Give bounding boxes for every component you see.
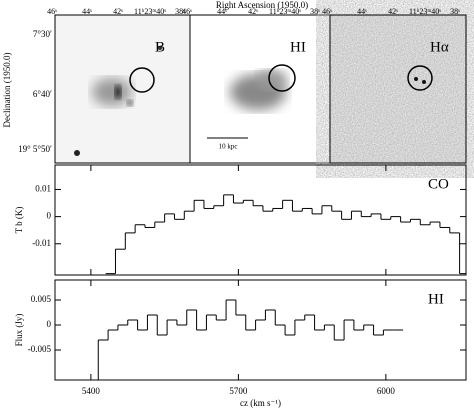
x-axis-label: cz (km s⁻¹) <box>240 398 281 408</box>
y-axis-label: T b (K) <box>14 207 24 234</box>
ra-tick-label: 44ˢ <box>357 7 367 16</box>
y-tick-label: 0.005 <box>31 294 52 304</box>
panel-label: B <box>155 39 165 55</box>
ra-tick-label: 38ˢ <box>450 7 460 16</box>
plot-frame <box>54 279 467 381</box>
figure-title: Right Ascension (1950.0) <box>216 0 308 10</box>
spectrum <box>105 194 466 275</box>
ra-tick-label: 42ˢ <box>248 7 258 16</box>
panel-label: CO <box>428 176 449 192</box>
panel-label: HI <box>290 39 306 55</box>
scale-bar-label: 10 kpc <box>219 143 238 151</box>
ra-tick-label: 11ʰ23ᵐ40ˢ <box>134 7 166 16</box>
y-tick-label: -0.005 <box>28 344 52 354</box>
ra-tick-label: 46ˢ <box>47 7 57 16</box>
x-tick-label: 5700 <box>229 386 248 396</box>
y-tick-label: -0.01 <box>32 238 51 248</box>
ra-tick-label: 11ʰ23ᵐ40ˢ <box>269 7 301 16</box>
dec-tick-label: 19° 5°50′ <box>18 144 52 154</box>
image-hi <box>189 14 331 164</box>
y-tick-label: 0.01 <box>35 184 51 194</box>
ra-tick-label: 44ˢ <box>217 7 227 16</box>
dec-tick-label: 7°30′ <box>33 29 52 39</box>
image-halpha <box>329 14 467 164</box>
ra-tick-label: 38ˢ <box>175 7 185 16</box>
dec-label: Declination (1950.0) <box>2 53 12 128</box>
ra-tick-label: 44ˢ <box>82 7 92 16</box>
spectrum <box>88 299 404 380</box>
ra-tick-label: 42ˢ <box>113 7 123 16</box>
dec-tick-label: 6°40′ <box>33 89 52 99</box>
ra-tick-label: 11ʰ23ᵐ40ˢ <box>409 7 441 16</box>
x-tick-label: 5400 <box>82 386 101 396</box>
ra-tick-label: 38ˢ <box>310 7 320 16</box>
plot-frame <box>54 164 467 276</box>
ra-tick-label: 46ˢ <box>182 7 192 16</box>
y-axis-label: Flux (Jy) <box>14 314 24 347</box>
y-tick-label: 0 <box>47 319 52 329</box>
x-tick-label: 6000 <box>377 386 396 396</box>
ra-tick-label: 42ˢ <box>388 7 398 16</box>
ra-tick-label: 46ˢ <box>322 7 332 16</box>
panel-label: Hα <box>430 39 449 55</box>
image-b <box>54 14 191 164</box>
y-tick-label: 0 <box>47 211 52 221</box>
panel-label: HI <box>428 291 444 307</box>
